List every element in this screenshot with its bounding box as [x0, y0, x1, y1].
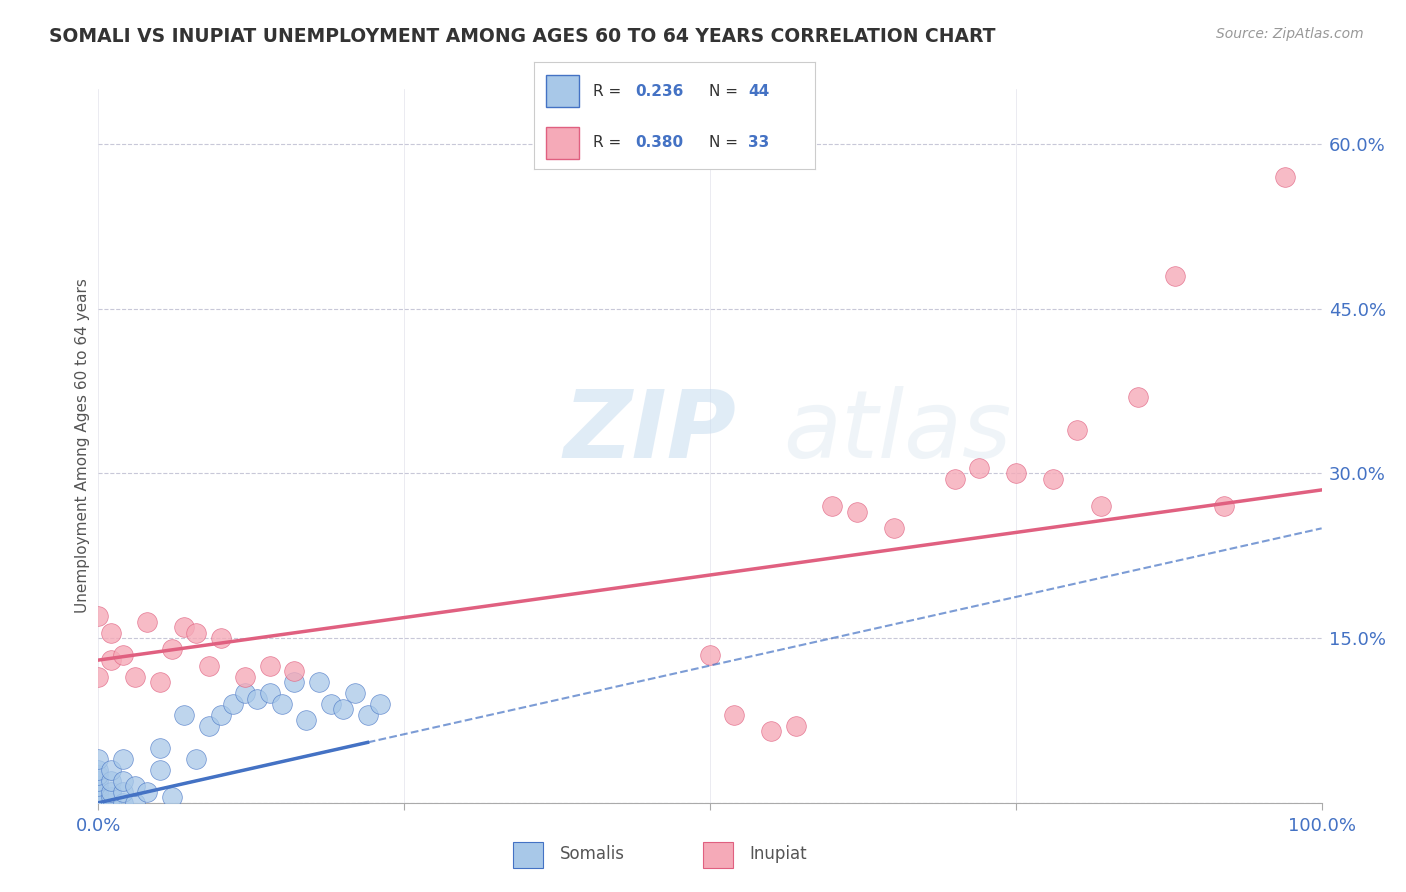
Point — [308, 675, 330, 690]
Point — [87, 752, 110, 766]
Point — [87, 773, 110, 788]
Text: Source: ZipAtlas.com: Source: ZipAtlas.com — [1216, 27, 1364, 41]
Point — [111, 752, 134, 766]
Point — [197, 658, 219, 673]
Point — [222, 697, 245, 711]
Point — [173, 620, 195, 634]
Point — [186, 752, 208, 766]
FancyBboxPatch shape — [703, 842, 733, 868]
Point — [124, 796, 146, 810]
Point — [283, 675, 305, 690]
Point — [124, 669, 146, 683]
Point — [967, 461, 990, 475]
Point — [87, 768, 110, 782]
Point — [1274, 169, 1296, 184]
Point — [1090, 500, 1112, 514]
Point — [368, 697, 391, 711]
Text: atlas: atlas — [783, 386, 1012, 477]
Point — [149, 675, 172, 690]
Point — [87, 790, 110, 805]
Point — [943, 472, 966, 486]
Point — [209, 708, 232, 723]
Text: R =: R = — [593, 136, 627, 150]
Text: ZIP: ZIP — [564, 385, 737, 478]
Point — [283, 664, 305, 678]
Point — [1164, 268, 1187, 283]
FancyBboxPatch shape — [513, 842, 543, 868]
Point — [699, 648, 721, 662]
Point — [1128, 390, 1150, 404]
Point — [87, 796, 110, 810]
Point — [233, 686, 256, 700]
Point — [87, 796, 110, 810]
Point — [246, 691, 269, 706]
Point — [233, 669, 256, 683]
Y-axis label: Unemployment Among Ages 60 to 64 years: Unemployment Among Ages 60 to 64 years — [75, 278, 90, 614]
Point — [197, 719, 219, 733]
Text: 0.380: 0.380 — [636, 136, 683, 150]
Point — [124, 780, 146, 794]
Text: N =: N = — [709, 136, 742, 150]
Point — [1004, 467, 1026, 481]
Point — [319, 697, 342, 711]
Point — [100, 773, 122, 788]
Point — [87, 763, 110, 777]
Point — [87, 785, 110, 799]
Point — [160, 790, 183, 805]
Point — [100, 653, 122, 667]
Point — [785, 719, 807, 733]
Text: Somalis: Somalis — [560, 845, 624, 863]
Point — [136, 615, 159, 629]
Point — [295, 714, 318, 728]
Text: N =: N = — [709, 84, 742, 99]
Point — [136, 785, 159, 799]
Point — [100, 625, 122, 640]
FancyBboxPatch shape — [546, 75, 579, 107]
Point — [87, 609, 110, 624]
Point — [100, 790, 122, 805]
Point — [356, 708, 378, 723]
Point — [87, 790, 110, 805]
Point — [149, 740, 172, 755]
Point — [111, 796, 134, 810]
Point — [845, 505, 868, 519]
Point — [332, 702, 354, 716]
Point — [344, 686, 367, 700]
Point — [259, 686, 281, 700]
Text: 44: 44 — [748, 84, 769, 99]
Text: R =: R = — [593, 84, 627, 99]
Text: 33: 33 — [748, 136, 769, 150]
Text: 0.236: 0.236 — [636, 84, 683, 99]
Point — [186, 625, 208, 640]
Point — [111, 648, 134, 662]
Point — [87, 785, 110, 799]
Point — [883, 521, 905, 535]
Point — [1212, 500, 1234, 514]
Point — [209, 631, 232, 645]
Point — [160, 642, 183, 657]
Point — [270, 697, 294, 711]
Point — [149, 763, 172, 777]
Text: SOMALI VS INUPIAT UNEMPLOYMENT AMONG AGES 60 TO 64 YEARS CORRELATION CHART: SOMALI VS INUPIAT UNEMPLOYMENT AMONG AGE… — [49, 27, 995, 45]
Point — [761, 724, 783, 739]
Text: Inupiat: Inupiat — [749, 845, 807, 863]
Point — [87, 796, 110, 810]
Point — [100, 763, 122, 777]
Point — [723, 708, 745, 723]
Point — [111, 785, 134, 799]
FancyBboxPatch shape — [546, 127, 579, 159]
Point — [100, 785, 122, 799]
Point — [821, 500, 844, 514]
Point — [87, 669, 110, 683]
Point — [100, 796, 122, 810]
Point — [87, 780, 110, 794]
Point — [173, 708, 195, 723]
Point — [111, 773, 134, 788]
Point — [1042, 472, 1064, 486]
Point — [1066, 423, 1088, 437]
Point — [259, 658, 281, 673]
